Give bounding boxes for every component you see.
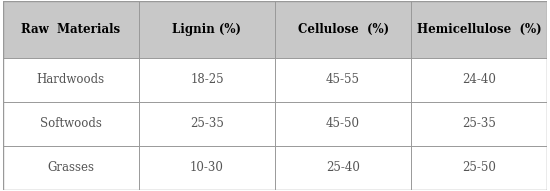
Bar: [3, 58, 547, 102]
Text: 25-50: 25-50: [462, 161, 496, 175]
Text: Softwoods: Softwoods: [40, 117, 102, 130]
Text: 45-55: 45-55: [326, 73, 360, 86]
Bar: [3, 102, 547, 146]
Text: Lignin (%): Lignin (%): [173, 23, 241, 36]
Text: Hardwoods: Hardwoods: [37, 73, 105, 86]
Text: 10-30: 10-30: [190, 161, 224, 175]
Text: Raw  Materials: Raw Materials: [21, 23, 120, 36]
Bar: [3, 146, 547, 190]
Text: 25-35: 25-35: [190, 117, 224, 130]
Text: 45-50: 45-50: [326, 117, 360, 130]
Text: Grasses: Grasses: [47, 161, 94, 175]
Text: Cellulose  (%): Cellulose (%): [298, 23, 389, 36]
Text: Hemicellulose  (%): Hemicellulose (%): [417, 23, 542, 36]
Text: 18-25: 18-25: [190, 73, 224, 86]
Text: 24-40: 24-40: [462, 73, 496, 86]
Text: 25-35: 25-35: [462, 117, 496, 130]
Bar: [3, 1, 547, 58]
Text: 25-40: 25-40: [326, 161, 360, 175]
